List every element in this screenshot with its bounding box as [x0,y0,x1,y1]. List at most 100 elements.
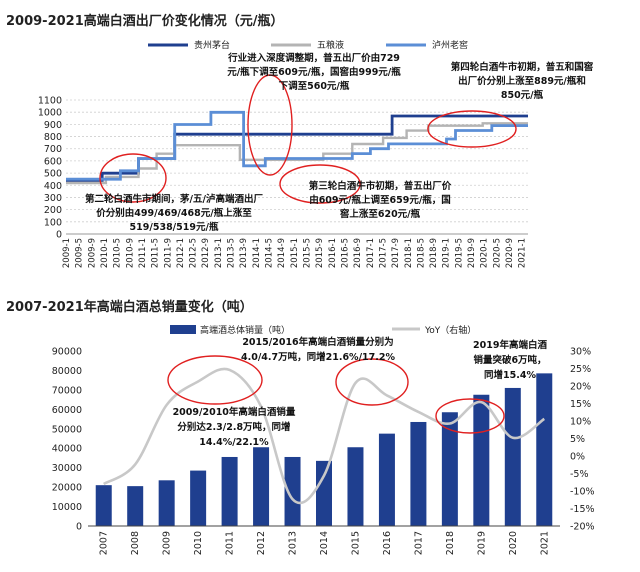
y-tick-label: 300 [44,193,62,204]
y2-tick-label: 25% [570,364,591,375]
y-tick-label: 1000 [38,108,62,119]
x-tick-label: 2020-5 [492,238,502,268]
bar-2015 [347,447,364,526]
chart1-title: 2009-2021高端白酒出厂价变化情况（元/瓶） [6,14,284,29]
annotation-2: 2019年高端白酒销量突破6万吨，同增15.4% [473,339,547,381]
y2-tick-label: -20% [570,522,595,533]
x-tick-label: 2014-5 [265,238,275,268]
annotation-1: 行业进入深度调整期，普五出厂价由729 元/瓶下调至609元/瓶，国窖由999元/… [227,52,401,92]
x-tick-label: 2020-1 [480,238,490,268]
y-tick-label: 600 [44,156,62,167]
annotation-2: 第四轮白酒牛市初期，普五和国窖出厂价分别上涨至889元/瓶和 850元/瓶 [451,61,594,101]
x-tick-label: 2007 [99,531,110,555]
bar-2016 [378,433,395,526]
x-tick-label: 2013 [288,531,299,555]
x-tick-label: 2009-1 [62,238,72,268]
x-tick-label: 2011-1 [138,238,148,268]
y-tick-label: 40000 [52,444,82,455]
x-tick-label: 2012-1 [176,238,186,268]
x-tick-label: 2016 [382,531,393,555]
volume-bar-chart: 0 10000 20000 30000 40000 50000 60000 70000 8000… [52,324,595,555]
x-tick-label: 2019-1 [442,238,452,268]
x-tick-label: 2017-9 [391,238,401,268]
x-tick-label: 2009-9 [87,238,97,268]
y2-tick-label: -15% [570,504,595,515]
y2-tick-label: 15% [570,399,591,410]
legend-swatch-0 [170,325,196,334]
x-tick-label: 2014-9 [277,238,287,268]
x-tick-label: 2009-5 [75,238,85,268]
annotation-1: 2015/2016年高端白酒销量分别为 4.0/4.7万吨，同增21.6%/17.… [241,336,395,363]
x-tick-label: 2010-1 [100,238,110,268]
x-tick-label: 2015 [350,531,361,555]
x-tick-label: 2018-1 [404,238,414,268]
x-tick-label: 2015-9 [315,238,325,268]
y-tick-label: 80000 [52,366,82,377]
y-tick-label: 700 [44,144,62,155]
highlight-ellipse-2 [435,398,505,434]
x-tick-label: 2012-9 [201,238,211,268]
y-tick-label: 60000 [52,405,82,416]
legend-label-0: 高端酒总体销量（吨） [200,324,290,336]
chart2-title: 2007-2021年高端白酒总销量变化（吨） [6,300,253,315]
y-tick-label: 90000 [52,347,82,358]
y-tick-label: 0 [56,230,62,241]
highlight-ellipse-0 [167,355,263,405]
bar-2009 [158,480,175,526]
x-tick-label: 2008 [130,531,141,555]
x-tick-label: 2019-9 [467,238,477,268]
highlight-ellipse-0 [99,153,167,203]
y-tick-label: 500 [44,169,62,180]
bar-2014 [316,460,332,526]
annotation-3: 2009/2010年高端白酒销量分别达2.3/2.8万吨，同增 14.4%/22.… [173,406,296,448]
highlight-ellipse-1 [247,74,293,176]
legend-label-2: 泸州老窖 [432,39,468,51]
y-tick-label: 900 [44,120,62,131]
x-tick-label: 2013-5 [227,238,237,268]
x-tick-label: 2019 [476,531,487,555]
x-tick-label: 2016-1 [328,238,338,268]
y-tick-label: 100 [44,217,62,228]
y2-tick-label: 20% [570,382,591,393]
x-tick-label: 2020-9 [505,238,515,268]
x-tick-label: 2013-9 [239,238,249,268]
annotation-4: 第三轮白酒牛市初期，普五出厂价由609元/瓶上调至659元/瓶，国窖上涨至620… [309,180,452,220]
x-tick-label: 2015-1 [290,238,300,268]
legend-label-0: 贵州茅台 [194,39,230,51]
bar-2017 [410,421,427,526]
x-tick-label: 2018-5 [416,238,426,268]
y-tick-label: 10000 [52,502,82,513]
annotation-3: 第二轮白酒牛市期间，茅/五/泸高端酒出厂价分别由499/469/468元/瓶上涨… [85,193,263,233]
y-tick-label: 0 [76,522,82,533]
bar-2019 [473,394,490,526]
y2-tick-label: 30% [570,347,591,358]
bar-2011 [221,456,238,526]
x-tick-label: 2011 [225,531,236,555]
y2-tick-label: 0% [570,452,585,463]
x-tick-label: 2012 [256,531,267,555]
y-tick-label: 50000 [52,424,82,435]
bar-2008 [127,486,144,526]
x-tick-label: 2015-5 [302,238,312,268]
bar-2021 [536,373,553,526]
series-line-2 [66,110,528,181]
x-tick-label: 2019-5 [454,238,464,268]
y-tick-label: 70000 [52,385,82,396]
y-tick-label: 1100 [38,96,62,107]
yoy-line [103,367,546,505]
y-tick-label: 400 [44,181,62,192]
x-tick-label: 2010-5 [113,238,123,268]
legend-label-1: YoY（右轴） [424,324,476,336]
y-tick-label: 30000 [52,463,82,474]
y-tick-label: 20000 [52,483,82,494]
x-tick-label: 2014 [319,531,330,555]
x-tick-label: 2017 [413,531,424,555]
x-tick-label: 2013-1 [214,238,224,268]
bar-2013 [284,456,301,526]
highlight-ellipse-1 [335,358,409,406]
legend-label-1: 五粮液 [317,39,344,51]
y2-tick-label: -5% [570,469,589,480]
x-tick-label: 2018 [445,531,456,555]
x-tick-label: 2016-9 [353,238,363,268]
